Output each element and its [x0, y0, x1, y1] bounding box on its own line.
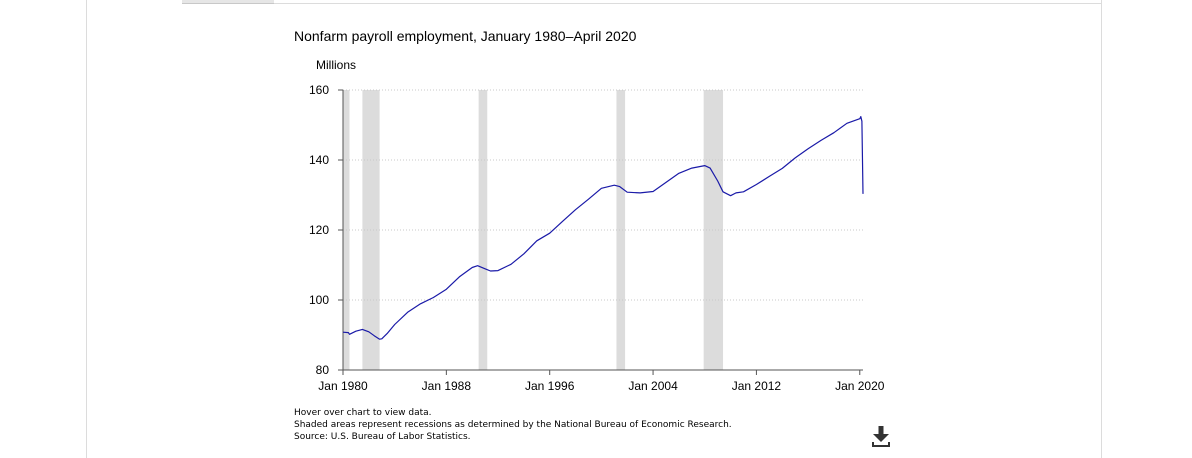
- data-point-1983-01[interactable]: [379, 336, 385, 342]
- data-point-2018-01[interactable]: [831, 130, 837, 136]
- data-point-1998-01[interactable]: [573, 207, 579, 213]
- chart-panel: [86, 0, 1102, 458]
- data-point-2001-06[interactable]: [617, 184, 623, 190]
- data-point-2006-01[interactable]: [676, 170, 682, 176]
- series-group[interactable]: [340, 114, 866, 343]
- panel-tab[interactable]: [182, 0, 274, 4]
- data-point-1999-01[interactable]: [585, 196, 591, 202]
- data-point-1988-01[interactable]: [443, 286, 449, 292]
- data-point-1984-01[interactable]: [392, 322, 398, 328]
- data-point-2001-01[interactable]: [611, 182, 617, 188]
- x-tick-label-1996: Jan 1996: [525, 379, 575, 393]
- data-point-2015-01[interactable]: [792, 155, 798, 161]
- data-point-1986-01[interactable]: [418, 301, 424, 307]
- y-tick-label-120: 120: [309, 223, 329, 237]
- data-point-2002-01[interactable]: [624, 189, 630, 195]
- y-tick-label-100: 100: [309, 293, 329, 307]
- data-point-2009-06[interactable]: [720, 189, 726, 195]
- gridlines-group: [343, 89, 863, 301]
- data-point-1981-01[interactable]: [353, 328, 359, 334]
- data-point-1995-01[interactable]: [534, 238, 540, 244]
- data-point-2012-01[interactable]: [753, 182, 759, 188]
- data-point-2003-01[interactable]: [637, 190, 643, 196]
- data-point-2017-01[interactable]: [818, 137, 824, 143]
- data-point-1980-01[interactable]: [340, 329, 346, 335]
- data-point-1990-06[interactable]: [475, 263, 481, 269]
- data-point-1980-07[interactable]: [346, 331, 352, 337]
- series-line-employment[interactable]: [342, 116, 864, 340]
- tick-labels-group: 80 100 120 140 160 Jan 1980 Jan 1988 Jan 1996 Ja…: [309, 83, 885, 393]
- download-button[interactable]: [870, 424, 892, 448]
- data-point-2020-04[interactable]: [860, 191, 866, 197]
- data-point-2007-01[interactable]: [689, 165, 695, 171]
- y-tick-label-80: 80: [316, 363, 330, 377]
- data-point-1996-01[interactable]: [547, 230, 553, 236]
- recession-band-3: [478, 90, 488, 370]
- chart-title: Nonfarm payroll employment, January 1980…: [294, 28, 637, 44]
- y-tick-label-160: 160: [309, 83, 329, 97]
- download-icon: [872, 426, 890, 447]
- data-point-1989-01[interactable]: [456, 274, 462, 280]
- data-point-2013-01[interactable]: [766, 173, 772, 179]
- data-point-2008-06[interactable]: [707, 165, 713, 171]
- data-point-1991-01[interactable]: [482, 266, 488, 272]
- data-point-1994-01[interactable]: [521, 251, 527, 257]
- x-tick-label-2012: Jan 2012: [732, 379, 782, 393]
- data-point-1992-01[interactable]: [495, 268, 501, 274]
- tab-divider: [274, 3, 1102, 4]
- data-point-2010-01[interactable]: [728, 193, 734, 199]
- data-point-2004-01[interactable]: [650, 189, 656, 195]
- data-point-1981-07[interactable]: [359, 326, 365, 332]
- data-point-2011-01[interactable]: [740, 189, 746, 195]
- data-point-2009-01[interactable]: [715, 178, 721, 184]
- data-point-1983-06[interactable]: [384, 331, 390, 337]
- data-point-1982-01[interactable]: [366, 329, 372, 335]
- data-point-2016-01[interactable]: [805, 146, 811, 152]
- data-point-2005-01[interactable]: [663, 179, 669, 185]
- data-point-1991-06[interactable]: [487, 268, 493, 274]
- recession-band-4: [616, 90, 626, 370]
- data-point-1990-01[interactable]: [469, 264, 475, 270]
- source-note: Source: U.S. Bureau of Labor Statistics.: [294, 432, 471, 442]
- data-point-1997-01[interactable]: [560, 218, 566, 224]
- data-point-2010-06[interactable]: [733, 190, 739, 196]
- data-point-1982-06[interactable]: [371, 333, 377, 339]
- x-tick-label-1988: Jan 1988: [422, 379, 472, 393]
- x-tick-label-2020: Jan 2020: [835, 379, 885, 393]
- hover-note: Hover over chart to view data.: [294, 408, 432, 418]
- data-point-1985-01[interactable]: [405, 309, 411, 315]
- data-point-2020-03[interactable]: [859, 118, 865, 124]
- y-tick-label-140: 140: [309, 153, 329, 167]
- data-point-2008-01[interactable]: [702, 163, 708, 169]
- data-point-2019-01[interactable]: [844, 120, 850, 126]
- data-point-2000-01[interactable]: [598, 185, 604, 191]
- data-point-1993-01[interactable]: [508, 261, 514, 267]
- data-point-2014-01[interactable]: [779, 165, 785, 171]
- x-tick-label-2004: Jan 2004: [628, 379, 678, 393]
- recession-note: Shaded areas represent recessions as det…: [294, 420, 732, 430]
- y-axis-label: Millions: [316, 58, 357, 72]
- data-point-1987-01[interactable]: [430, 295, 436, 301]
- x-tick-label-1980: Jan 1980: [318, 379, 368, 393]
